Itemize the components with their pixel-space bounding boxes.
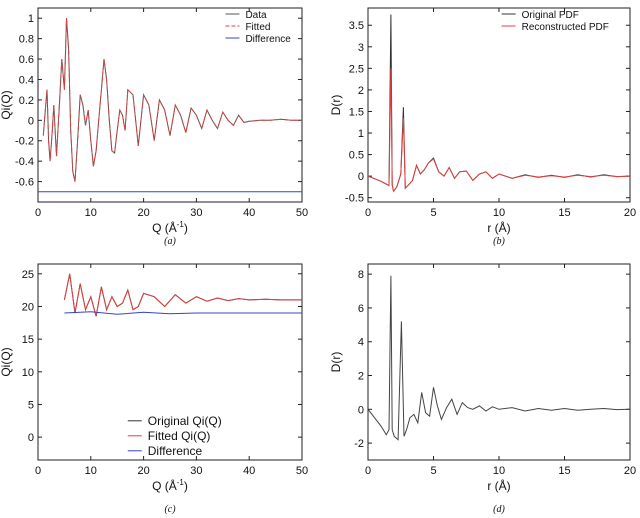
x-tick-label: 10 — [85, 207, 97, 219]
x-axis-label: r (Å) — [487, 220, 510, 235]
x-axis-label-text: Q (Å — [152, 478, 177, 493]
y-tick-label: 2 — [358, 85, 364, 97]
x-axis-label-text: Q (Å — [152, 220, 177, 235]
x-tick-label: 30 — [190, 207, 202, 219]
plot-frame — [37, 263, 303, 461]
plot-frame — [367, 7, 631, 203]
legend: Original Qi(Q)Fitted Qi(Q)Difference — [127, 414, 222, 458]
legend-entry: Difference — [148, 444, 203, 458]
x-tick-label: 10 — [493, 207, 505, 219]
y-tick-label: -0.4 — [15, 156, 34, 168]
y-axis-label: Qi(Q) — [0, 90, 13, 119]
x-tick-label: 20 — [137, 207, 149, 219]
x-axis-label: Q (Å-1) — [152, 478, 188, 493]
y-tick-label: -0.2 — [15, 136, 34, 148]
y-axis-label: D(r) — [329, 95, 343, 116]
y-tick-label: 0 — [358, 404, 364, 416]
y-tick-label: -2 — [354, 438, 364, 450]
x-tick-label: 0 — [35, 465, 41, 477]
legend-entry: Original PDF — [522, 10, 579, 21]
y-tick-label: 0 — [28, 115, 34, 127]
x-tick-label: 20 — [624, 207, 636, 219]
panel-caption: (a) — [164, 236, 176, 247]
series-line-2 — [64, 311, 302, 315]
series-line-1 — [42, 18, 302, 182]
x-axis-label-text: r (Å) — [487, 478, 510, 493]
x-axis-label: r (Å) — [487, 478, 510, 493]
panel-b: 0 5 10 15 203.532.521.510.50-0.5r (Å)D(r)(b)… — [329, 7, 636, 247]
y-tick-label: -0.5 — [345, 193, 364, 205]
x-axis-label-text: r (Å) — [487, 220, 510, 235]
x-tick-label: 5 — [430, 207, 436, 219]
y-tick-label: 1 — [358, 128, 364, 140]
panel-caption: (c) — [164, 504, 176, 515]
y-axis-label: D(r) — [329, 352, 343, 373]
y-tick-label: 0.4 — [19, 74, 34, 86]
y-tick-label: 2.5 — [349, 63, 364, 75]
x-tick-label: 0 — [365, 207, 371, 219]
x-tick-label: 40 — [243, 207, 255, 219]
x-tick-label: 15 — [558, 207, 570, 219]
y-tick-label: 8 — [358, 269, 364, 281]
y-tick-label: 3.5 — [349, 20, 364, 32]
y-tick-label: 0.6 — [19, 54, 34, 66]
x-axis-label: Q (Å-1) — [152, 220, 188, 235]
legend-entry: Fitted — [245, 22, 270, 33]
y-tick-label: 3 — [358, 42, 364, 54]
y-tick-label: 1.5 — [349, 106, 364, 118]
y-tick-label: 2 — [358, 371, 364, 383]
x-tick-label: 50 — [296, 207, 308, 219]
x-tick-label: 30 — [190, 465, 202, 477]
legend-entry: Data — [245, 10, 267, 21]
y-tick-label: 10 — [22, 367, 34, 379]
x-tick-label: 0 — [35, 207, 41, 219]
legend-entry: Fitted Qi(Q) — [148, 429, 211, 443]
y-tick-label: 25 — [22, 269, 34, 281]
panel-caption: (d) — [493, 504, 505, 515]
plot-frame — [37, 7, 303, 203]
y-tick-label: 0.8 — [19, 34, 34, 46]
legend-entry: Difference — [245, 34, 291, 45]
x-axis-label-close: ) — [184, 221, 188, 235]
y-tick-label: 6 — [358, 303, 364, 315]
y-tick-label: 0.2 — [19, 95, 34, 107]
x-axis-label-superscript: -1 — [177, 220, 185, 229]
series-line-1 — [63, 273, 302, 317]
x-tick-label: 0 — [365, 465, 371, 477]
y-tick-label: 5 — [28, 399, 34, 411]
plot-frame — [367, 263, 631, 461]
x-axis-label-superscript: -1 — [177, 478, 185, 487]
series-line-0 — [368, 14, 630, 193]
series-line-1 — [368, 68, 630, 193]
y-tick-label: 0 — [358, 171, 364, 183]
panel-a: 0 10 20 30 40 50 1 0.8 0.6 0.4 0.2 0 -0.2 -0.4 -0.6 Q (… — [0, 7, 308, 247]
y-tick-label: 0.5 — [349, 150, 364, 162]
x-tick-label: 20 — [624, 465, 636, 477]
y-tick-label: 1 — [28, 13, 34, 25]
x-tick-label: 50 — [296, 465, 308, 477]
series-line-0 — [368, 275, 630, 441]
x-tick-label: 15 — [558, 465, 570, 477]
x-tick-label: 40 — [243, 465, 255, 477]
x-tick-label: 5 — [430, 465, 436, 477]
x-axis-label-close: ) — [184, 479, 188, 493]
y-tick-label: 15 — [22, 334, 34, 346]
x-tick-label: 20 — [137, 465, 149, 477]
legend-entry: Original Qi(Q) — [148, 414, 222, 428]
y-tick-label: 4 — [358, 337, 364, 349]
legend-entry: Reconstructed PDF — [522, 22, 609, 33]
y-tick-label: -0.6 — [15, 177, 34, 189]
x-tick-label: 10 — [493, 465, 505, 477]
panel-caption: (b) — [493, 236, 505, 247]
y-tick-label: 20 — [22, 301, 34, 313]
x-tick-label: 10 — [85, 465, 97, 477]
y-axis-label: Qi(Q) — [0, 347, 13, 376]
y-tick-label: 0 — [28, 432, 34, 444]
